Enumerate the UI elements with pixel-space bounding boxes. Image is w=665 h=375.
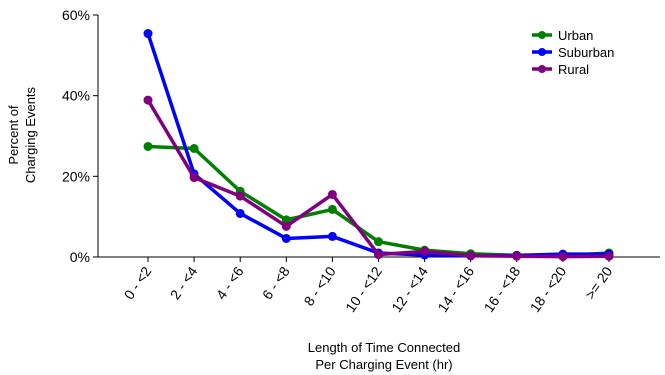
x-tick-label: 10 - <12 (342, 263, 385, 315)
y-tick-label: 40% (62, 88, 90, 104)
data-point (235, 191, 245, 201)
legend-swatch-marker (538, 31, 546, 39)
data-point (189, 173, 199, 183)
data-point (281, 233, 291, 243)
x-tick-labels: 0 - <2 2 - <4 4 - <6 6 - <8 8 - <10 10 - <12 1… (121, 263, 616, 315)
legend-swatch-marker (538, 65, 546, 73)
y-tick-label: 0% (70, 249, 90, 265)
data-point (512, 251, 522, 261)
data-point (374, 250, 383, 260)
x-tick-label: 0 - <2 (121, 263, 155, 302)
x-tick-label: 4 - <6 (213, 263, 247, 302)
legend: Urban Suburban Rural (532, 28, 614, 77)
legend-swatch-marker (538, 48, 546, 56)
legend-item: Urban (532, 28, 593, 43)
data-point (143, 29, 153, 39)
y-tick-label: 60% (62, 7, 90, 23)
legend-label: Rural (558, 62, 589, 77)
x-tick-label: 2 - <4 (167, 263, 201, 302)
data-point (466, 251, 476, 261)
series-line (146, 99, 610, 259)
data-point (235, 208, 245, 218)
data-point (420, 246, 430, 256)
data-point (327, 204, 337, 214)
series-rural (143, 95, 614, 262)
data-point (281, 221, 291, 231)
data-point (374, 237, 383, 247)
y-axis-title-line-1: Percent of (6, 105, 21, 165)
x-tick-label: >= 20 (582, 263, 616, 302)
y-tick-label: 20% (62, 168, 90, 184)
legend-label: Suburban (558, 45, 614, 60)
x-tick-label: 12 - <14 (388, 263, 431, 315)
data-point (143, 141, 153, 151)
series-urban (143, 141, 614, 261)
x-tick-label: 16 - <18 (480, 263, 523, 315)
series-lines (143, 29, 614, 262)
data-point (604, 251, 614, 261)
legend-label: Urban (558, 28, 593, 43)
x-tick-label: 8 - <10 (301, 263, 339, 308)
x-tick-label: 14 - <16 (434, 263, 477, 315)
y-axis-title-line-2: Charging Events (23, 86, 38, 183)
series-suburban (143, 29, 614, 261)
legend-item: Suburban (532, 45, 614, 60)
x-axis-title-line-1: Length of Time Connected (308, 340, 461, 355)
legend-item: Rural (532, 62, 589, 77)
data-point (143, 95, 153, 105)
data-point (189, 144, 199, 154)
x-tick-label: 6 - <8 (259, 263, 293, 302)
x-axis-title-line-2: Per Charging Event (hr) (315, 357, 452, 372)
data-point (327, 231, 337, 241)
y-tick-labels: 0% 20% 40% 60% (62, 7, 90, 265)
data-point (327, 189, 337, 199)
x-tick-label: 18 - <20 (527, 263, 570, 315)
data-point (281, 215, 291, 225)
data-point (558, 252, 568, 262)
